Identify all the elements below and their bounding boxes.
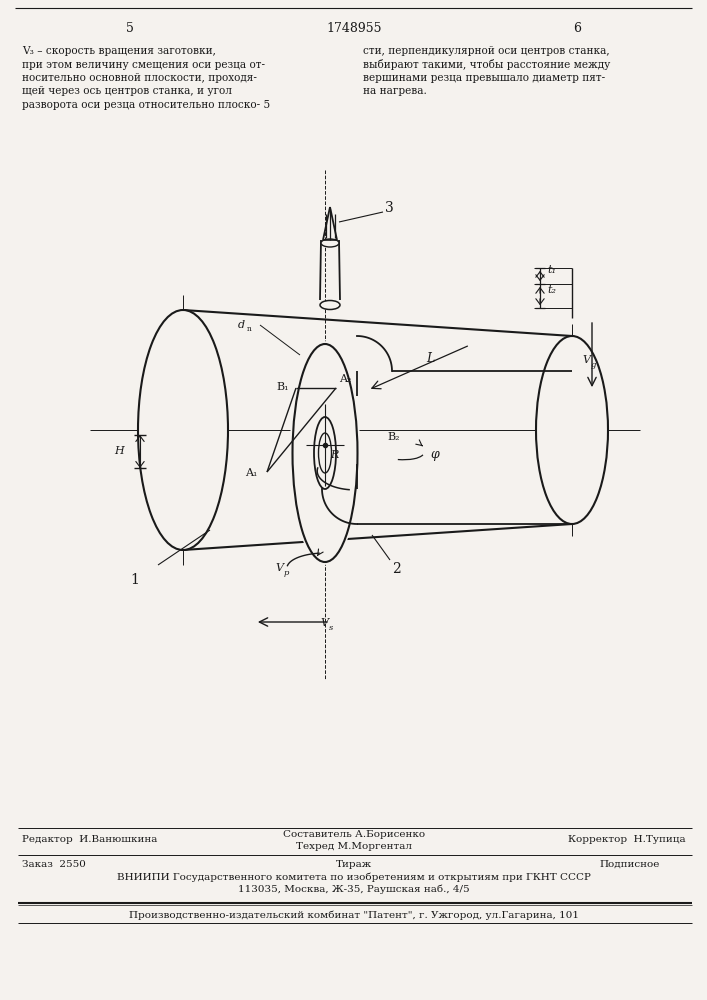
Text: s: s [329, 624, 333, 632]
Text: 6: 6 [573, 22, 581, 35]
Text: щей через ось центров станка, и угол: щей через ось центров станка, и угол [22, 87, 232, 97]
Ellipse shape [320, 300, 340, 310]
Ellipse shape [536, 336, 608, 524]
Text: n: n [247, 325, 252, 333]
Text: 2: 2 [392, 562, 401, 576]
Text: 5: 5 [126, 22, 134, 35]
Text: A₁: A₁ [245, 468, 257, 478]
Text: B₁: B₁ [276, 382, 288, 392]
Text: Корректор  Н.Тупица: Корректор Н.Тупица [568, 835, 686, 844]
Text: t₂: t₂ [547, 285, 556, 295]
Text: p: p [284, 569, 289, 577]
Text: V₃ – скорость вращения заготовки,: V₃ – скорость вращения заготовки, [22, 46, 216, 56]
Text: вершинами резца превышало диаметр пят-: вершинами резца превышало диаметр пят- [363, 73, 605, 83]
Text: сти, перпендикулярной оси центров станка,: сти, перпендикулярной оси центров станка… [363, 46, 609, 56]
Text: V: V [582, 355, 590, 365]
Text: φ: φ [430, 448, 439, 461]
Text: Техред М.Моргентал: Техред М.Моргентал [296, 842, 412, 851]
Ellipse shape [321, 239, 339, 247]
Text: ВНИИПИ Государственного комитета по изобретениям и открытиям при ГКНТ СССР: ВНИИПИ Государственного комитета по изоб… [117, 872, 591, 882]
Text: 113035, Москва, Ж-35, Раушская наб., 4/5: 113035, Москва, Ж-35, Раушская наб., 4/5 [238, 884, 470, 894]
Text: d: d [238, 320, 245, 330]
Text: Редактор  И.Ванюшкина: Редактор И.Ванюшкина [22, 835, 158, 844]
Text: на нагрева.: на нагрева. [363, 87, 427, 97]
Ellipse shape [138, 310, 228, 550]
Text: H: H [115, 446, 124, 456]
Text: V: V [320, 618, 328, 628]
Text: Подписное: Подписное [600, 860, 660, 869]
Text: разворота оси резца относительно плоско- 5: разворота оси резца относительно плоско-… [22, 100, 270, 110]
Text: L: L [426, 352, 434, 365]
Ellipse shape [291, 342, 359, 564]
Text: B₂: B₂ [387, 432, 399, 442]
Text: 1: 1 [131, 573, 139, 587]
Text: при этом величину смещения оси резца от-: при этом величину смещения оси резца от- [22, 60, 265, 70]
Text: A₂: A₂ [339, 374, 351, 384]
Text: 1748955: 1748955 [326, 22, 382, 35]
Text: выбирают такими, чтобы расстояние между: выбирают такими, чтобы расстояние между [363, 60, 610, 70]
Text: Заказ  2550: Заказ 2550 [22, 860, 86, 869]
Text: R: R [330, 450, 339, 460]
Text: V: V [275, 563, 283, 573]
Text: Производственно-издательский комбинат "Патент", г. Ужгород, ул.Гагарина, 101: Производственно-издательский комбинат "П… [129, 910, 579, 920]
Text: Тираж: Тираж [336, 860, 372, 869]
Text: t₁: t₁ [547, 265, 556, 275]
Text: 3: 3 [385, 201, 394, 215]
Text: носительно основной плоскости, проходя-: носительно основной плоскости, проходя- [22, 73, 257, 83]
Text: g: g [591, 361, 597, 369]
Text: Составитель А.Борисенко: Составитель А.Борисенко [283, 830, 425, 839]
